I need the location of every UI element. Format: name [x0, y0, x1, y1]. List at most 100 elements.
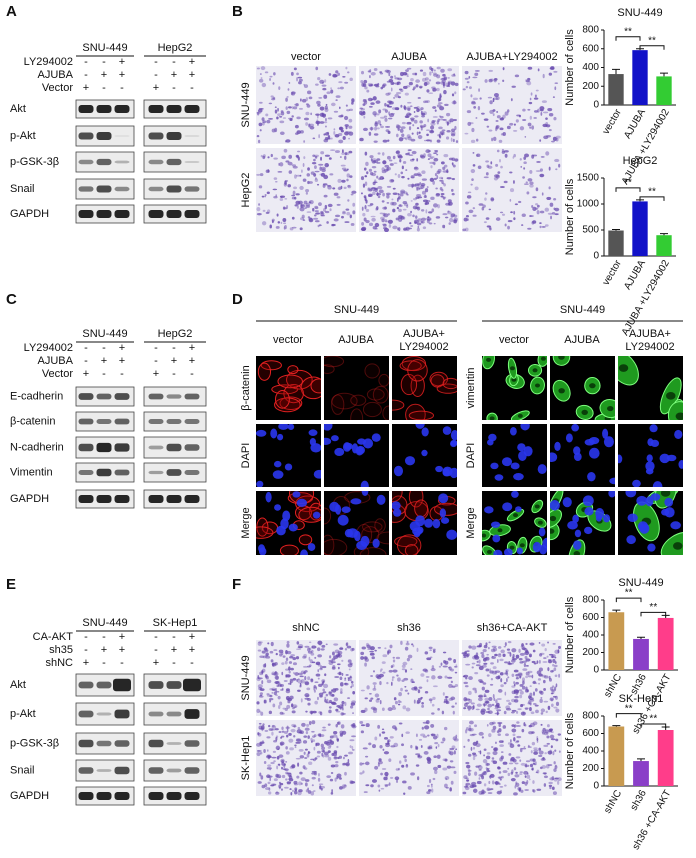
stained-cell — [455, 702, 457, 705]
stained-cell — [394, 700, 398, 705]
cell-core — [540, 356, 546, 361]
treatment-sign: - — [120, 368, 124, 380]
stained-cell — [539, 168, 544, 172]
stained-cell — [545, 151, 550, 156]
stained-cell — [261, 740, 265, 744]
stained-cell — [481, 736, 484, 739]
stained-cell — [293, 780, 298, 785]
stained-cell — [268, 102, 273, 105]
stained-cell — [344, 131, 349, 136]
stained-cell — [313, 746, 316, 751]
stained-cell — [262, 155, 266, 160]
stained-cell — [539, 698, 543, 703]
stained-cell — [436, 87, 440, 92]
cell-core — [558, 388, 565, 394]
stained-cell — [493, 92, 499, 98]
stained-cell — [341, 179, 346, 183]
stained-cell — [369, 155, 374, 159]
stained-cell — [264, 194, 267, 196]
stained-cell — [364, 761, 370, 766]
stained-cell — [468, 690, 472, 695]
stained-cell — [334, 675, 340, 678]
stained-cell — [406, 121, 412, 125]
stained-cell — [499, 186, 505, 189]
stained-cell — [524, 764, 530, 768]
stained-cell — [530, 92, 533, 96]
stained-cell — [489, 78, 495, 82]
stained-cell — [258, 686, 262, 691]
stained-cell — [351, 98, 355, 103]
nucleus — [324, 424, 333, 431]
stained-cell — [502, 132, 506, 137]
stained-cell — [515, 673, 520, 677]
stained-cell — [408, 154, 414, 156]
stained-cell — [465, 663, 471, 666]
stained-cell — [554, 664, 558, 668]
stained-cell — [477, 165, 482, 170]
stained-cell — [285, 106, 288, 110]
stained-cell — [301, 98, 307, 103]
stained-cell — [292, 677, 297, 681]
stained-cell — [544, 207, 550, 212]
stained-cell — [282, 707, 286, 710]
stained-cell — [451, 685, 456, 688]
stained-cell — [360, 108, 365, 111]
stained-cell — [320, 166, 326, 170]
stained-cell — [544, 224, 549, 227]
stained-cell — [539, 109, 544, 112]
stained-cell — [343, 186, 347, 190]
stained-cell — [359, 107, 363, 110]
stained-cell — [362, 99, 367, 101]
stained-cell — [526, 774, 531, 779]
stained-cell — [531, 220, 535, 225]
stained-cell — [281, 155, 286, 160]
stained-cell — [450, 766, 456, 769]
nucleus — [516, 547, 523, 555]
stained-cell — [442, 224, 446, 229]
stained-cell — [392, 225, 398, 230]
stained-cell — [416, 187, 419, 192]
stained-cell — [525, 181, 528, 184]
stained-cell — [394, 776, 400, 781]
stained-cell — [523, 770, 529, 775]
stained-cell — [430, 667, 436, 672]
stained-cell — [380, 772, 383, 776]
membrane-stain — [408, 491, 424, 508]
stained-cell — [415, 79, 421, 83]
stained-cell — [396, 227, 400, 231]
stained-cell — [401, 743, 405, 747]
cell-core — [519, 543, 525, 548]
stained-cell — [341, 672, 344, 676]
stained-cell — [281, 726, 284, 731]
stained-cell — [502, 79, 505, 83]
stained-cell — [260, 77, 263, 80]
stained-cell — [507, 641, 512, 644]
stained-cell — [541, 674, 547, 678]
stained-cell — [370, 83, 374, 87]
stained-cell — [360, 689, 365, 692]
blot-band — [114, 160, 130, 164]
stained-cell — [472, 788, 478, 793]
stained-cell — [414, 183, 420, 186]
stained-cell — [538, 642, 541, 644]
stained-cell — [413, 686, 418, 689]
membrane-stain — [392, 491, 403, 503]
stained-cell — [537, 678, 542, 681]
row-label: Merge — [465, 507, 477, 538]
stained-cell — [384, 102, 387, 107]
stained-cell — [274, 661, 278, 666]
nucleus — [587, 472, 596, 482]
blot-band — [96, 132, 112, 140]
stained-cell — [555, 738, 559, 742]
nucleus — [265, 491, 272, 503]
stained-cell — [550, 670, 554, 673]
stained-cell — [335, 95, 341, 98]
stained-cell — [440, 68, 445, 73]
stained-cell — [536, 660, 539, 664]
nucleus — [393, 508, 402, 517]
stained-cell — [364, 662, 367, 667]
nucleus — [438, 493, 449, 504]
stained-cell — [258, 185, 263, 189]
stained-cell — [532, 789, 534, 793]
stained-cell — [440, 662, 443, 666]
